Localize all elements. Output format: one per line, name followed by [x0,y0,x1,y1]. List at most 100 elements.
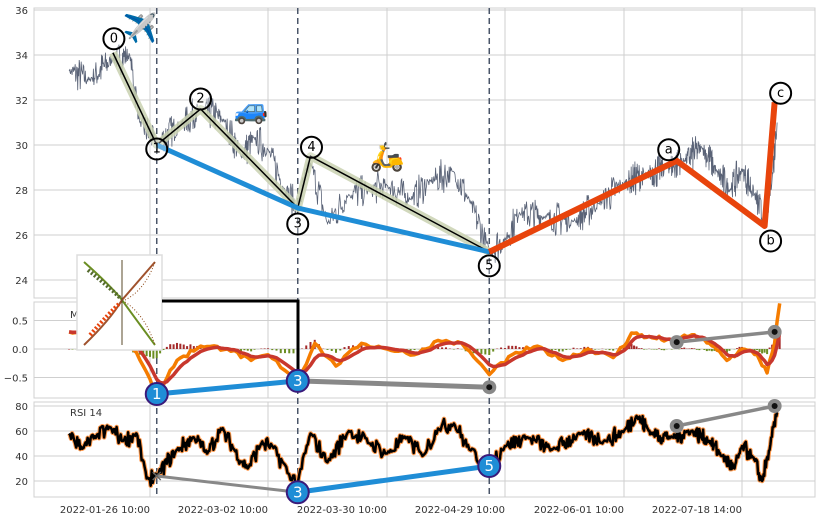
histogram-bar [554,349,557,350]
histogram-bar [612,349,615,351]
histogram-bar [766,349,769,355]
histogram-bar [725,349,728,353]
histogram-bar [409,349,412,351]
scooter-icon: 🛵 [370,140,405,173]
signal-line [68,330,782,385]
histogram-bar [480,349,483,354]
histogram-bar [275,349,278,351]
wave-label-circle [769,81,793,105]
histogram-bar [663,349,666,351]
price-line [68,44,778,263]
channel-line [155,142,490,255]
divergence-marker [477,454,502,478]
histogram-bar [568,349,571,350]
x-tick-label: 2022-01-26 10:00 [60,505,150,516]
divergence-marker [285,368,310,393]
panel-title: RSI 14 [70,408,102,419]
panel-rsi: 20 40 60 80 RSI 14 [15,401,816,498]
divergence-line-blue [297,463,490,495]
histogram-bar [347,346,350,349]
histogram-bar [484,349,487,355]
divergence-line-gray [676,404,775,428]
histogram-bar [579,348,582,349]
histogram-bar [360,345,363,349]
histogram-bar [738,346,741,349]
wave-label-circle [759,229,783,253]
histogram-bar [638,348,641,349]
histogram-bar [152,349,155,359]
histogram-bar [608,349,611,351]
histogram-bar [504,348,506,349]
histogram-bar [635,346,638,349]
histogram-bar [335,349,337,353]
histogram-bar [162,349,165,350]
histogram-bar [703,349,706,350]
histogram-bar [182,344,185,349]
divergence-marker-dot [771,403,778,409]
wave-label: 5 [485,258,493,273]
histogram-bar [572,347,575,349]
y-tick-label: 0.5 [12,317,28,328]
histogram-bar [149,349,151,357]
y-tick-label: 24 [15,276,28,287]
divergence-label: 3 [293,483,303,501]
y-tick-label: 32 [15,96,28,107]
histogram-bar [253,349,256,350]
histogram-bar [288,349,291,354]
y-tick-label: 20 [15,477,28,488]
histogram-bar [558,349,561,352]
divergence-label: 3 [293,372,303,390]
histogram-bar [445,347,447,349]
correction-line [487,102,778,255]
wave-label: 0 [110,31,118,46]
histogram-bar [658,348,661,349]
wave-label: 1 [153,142,161,157]
divergence-label: 1 [152,385,162,403]
histogram-bar [594,349,597,350]
impulse-line [112,52,490,253]
wave-label-circle [102,27,126,51]
y-tick-label: 0.0 [12,345,28,356]
histogram-bar [192,346,195,349]
divergence-marker-dot [673,339,680,346]
histogram-bar [590,348,593,349]
histogram-bar [179,343,182,349]
histogram-bar [550,349,553,352]
histogram-bar [165,346,168,349]
histogram-bar [583,346,586,349]
histogram-bar [488,349,491,355]
inset-curve [86,268,122,300]
y-tick-label: 36 [15,6,28,17]
histogram-bar [518,347,521,349]
inset-curve [124,261,156,346]
histogram-bar [690,348,693,349]
wave-label: 4 [307,140,315,155]
histogram-bar [713,349,716,351]
histogram-bar [735,348,738,349]
histogram-bar [576,348,579,349]
histogram-bar [263,348,266,349]
histogram-bar [507,345,510,349]
histogram-bar [680,348,683,349]
histogram-bar [267,348,269,349]
histogram-bar [565,349,568,351]
histogram-bar [339,349,342,351]
histogram-bar [330,349,333,352]
divergence-line-blue [156,378,298,397]
histogram-bar [169,344,172,349]
histogram-bar [305,345,308,349]
divergence-line-gray [297,378,490,390]
rsi-line [68,412,779,488]
histogram-bar [68,349,71,350]
histogram-bar [660,349,663,351]
wave-label-circle [145,137,169,161]
histogram-bar [437,345,440,349]
histogram-bar [514,345,517,349]
y-tick-label: −0.5 [4,374,28,385]
x-tick-label: 2022-03-30 10:00 [297,505,387,516]
histogram-bar [284,349,286,354]
y-tick-label: 34 [15,51,28,62]
panel-frame [33,7,816,299]
divergence-marker-dot [771,328,778,335]
x-marker-icon [152,471,162,481]
